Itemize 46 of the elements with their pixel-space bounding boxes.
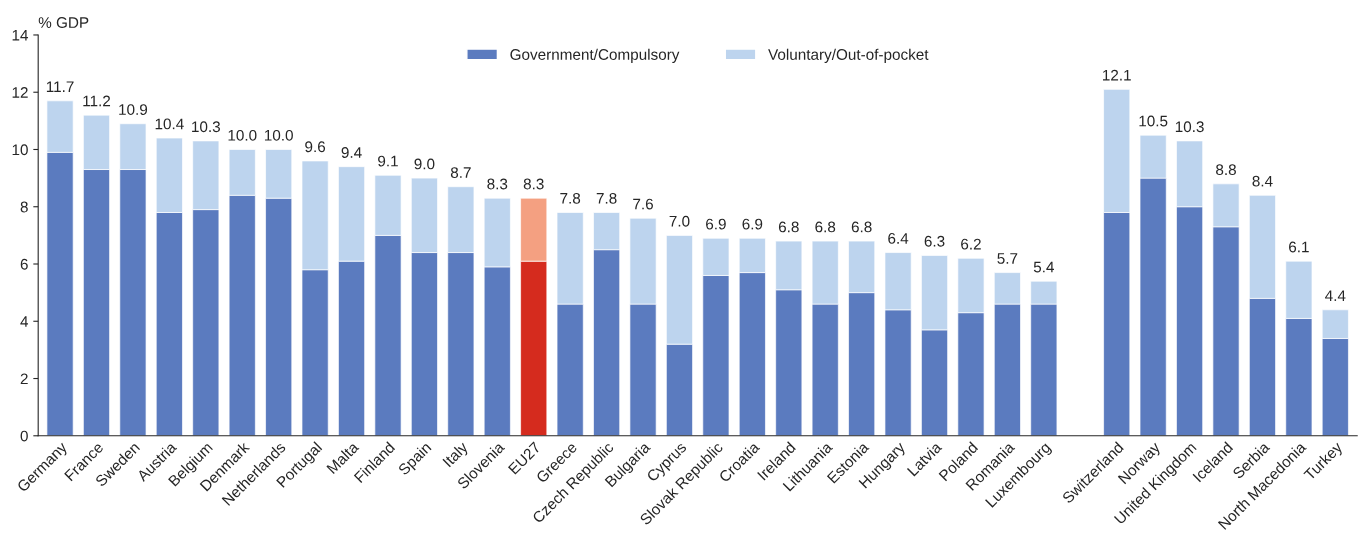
total-label: 9.6: [305, 141, 326, 153]
total-label: 7.0: [669, 215, 690, 227]
total-label: 4.4: [1325, 290, 1346, 301]
total-label: 9.0: [414, 158, 435, 170]
total-label: 7.6: [633, 198, 653, 210]
total-label: 8.3: [523, 178, 544, 190]
y-tick-label: 14: [12, 30, 29, 41]
total-label: 6.8: [778, 221, 799, 233]
total-label: 10.9: [119, 104, 148, 115]
y-tick-label: 8: [20, 201, 28, 213]
total-label: 6.2: [961, 238, 981, 250]
total-label: 6.1: [1289, 241, 1309, 253]
total-label: 10.0: [264, 129, 293, 141]
total-label: 8.3: [487, 178, 508, 190]
y-tick-label: 4: [20, 316, 29, 327]
total-label: 8.7: [450, 167, 471, 178]
total-label: 8.4: [1252, 175, 1273, 187]
total-label: 6.8: [815, 221, 836, 233]
total-label: 10.3: [1175, 121, 1204, 133]
y-tick-label: 2: [20, 373, 28, 385]
total-label: 7.8: [596, 192, 617, 204]
total-label: 10.5: [1139, 115, 1168, 127]
total-label: 8.8: [1216, 164, 1236, 176]
total-label: 6.9: [742, 218, 763, 230]
total-label: 9.1: [378, 155, 398, 167]
total-label: 5.7: [997, 253, 1018, 264]
y-axis-title: % GDP: [38, 17, 89, 28]
total-label: 7.8: [560, 192, 581, 204]
total-label: 6.9: [706, 218, 726, 230]
total-label: 9.4: [341, 147, 362, 158]
total-label: 11.2: [83, 95, 111, 107]
total-label: 6.3: [924, 235, 945, 247]
y-tick-label: 0: [20, 430, 28, 442]
y-tick-label: 6: [20, 258, 28, 270]
total-label: 12.1: [1103, 69, 1131, 81]
legend-label: Government/Compulsory: [510, 48, 680, 63]
total-label: 10.4: [155, 118, 184, 130]
legend-label: Voluntary/Out-of-pocket: [768, 48, 929, 63]
y-tick-label: 12: [12, 87, 28, 98]
total-label: 6.4: [888, 232, 909, 244]
total-label: 10.0: [228, 129, 257, 141]
total-label: 5.4: [1033, 261, 1054, 273]
total-label: 10.3: [192, 121, 220, 133]
y-tick-label: 10: [12, 144, 28, 156]
total-label: 6.8: [851, 221, 872, 233]
total-label: 11.7: [46, 81, 74, 92]
